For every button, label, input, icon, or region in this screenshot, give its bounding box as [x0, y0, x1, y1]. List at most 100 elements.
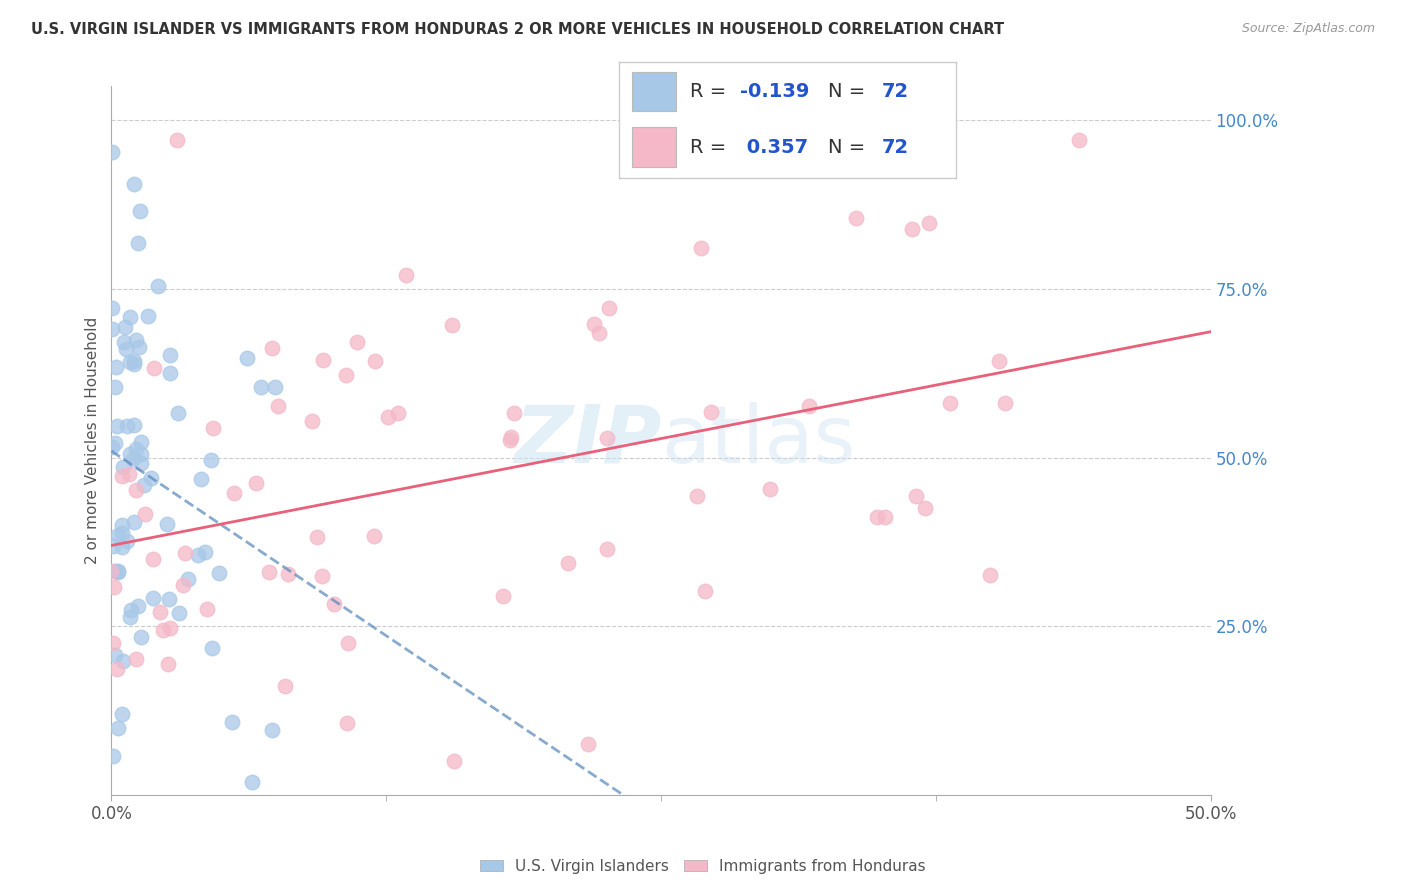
Point — [124, 177, 146, 191]
Text: R =: R = — [689, 137, 733, 157]
Point — [114, 320, 136, 334]
Point — [363, 529, 385, 543]
Point — [104, 648, 127, 662]
Point — [122, 451, 145, 466]
Point — [173, 546, 195, 560]
Point — [503, 406, 526, 420]
Point — [305, 530, 328, 544]
Point — [100, 440, 122, 454]
Point — [263, 380, 285, 394]
Point — [845, 211, 868, 226]
Point — [588, 326, 610, 340]
FancyBboxPatch shape — [633, 71, 676, 112]
Point — [499, 430, 522, 444]
Point — [117, 419, 139, 434]
Text: ZIP: ZIP — [513, 401, 661, 480]
Point — [323, 598, 346, 612]
Text: U.S. VIRGIN ISLANDER VS IMMIGRANTS FROM HONDURAS 2 OR MORE VEHICLES IN HOUSEHOLD: U.S. VIRGIN ISLANDER VS IMMIGRANTS FROM … — [31, 22, 1004, 37]
Point — [202, 421, 225, 435]
Point — [266, 399, 288, 413]
Point — [104, 380, 127, 394]
Point — [127, 235, 149, 250]
Point — [101, 145, 124, 159]
Point — [120, 610, 142, 624]
Point — [186, 548, 208, 562]
Point — [143, 361, 166, 376]
Point — [311, 569, 333, 583]
Point — [125, 652, 148, 666]
Point — [557, 556, 579, 570]
Point — [576, 737, 599, 751]
Point — [122, 515, 145, 529]
Point — [700, 405, 723, 419]
Point — [136, 309, 159, 323]
Legend: U.S. Virgin Islanders, Immigrants from Honduras: U.S. Virgin Islanders, Immigrants from H… — [474, 853, 932, 880]
Point — [443, 754, 465, 768]
Point — [177, 572, 200, 586]
Point — [200, 453, 222, 467]
Point — [492, 589, 515, 603]
Point — [758, 482, 780, 496]
Point — [695, 583, 717, 598]
Point — [336, 716, 359, 731]
Point — [598, 301, 620, 315]
Point — [129, 631, 152, 645]
Point — [195, 601, 218, 615]
Point — [107, 528, 129, 542]
Point — [690, 241, 713, 255]
Point — [387, 406, 409, 420]
Text: N =: N = — [828, 82, 872, 101]
Point — [336, 636, 359, 650]
Text: Source: ZipAtlas.com: Source: ZipAtlas.com — [1241, 22, 1375, 36]
Point — [245, 476, 267, 491]
Point — [124, 333, 146, 347]
Point — [152, 624, 174, 638]
Point — [686, 489, 709, 503]
Point — [364, 354, 387, 368]
Point — [207, 566, 229, 580]
Point — [149, 605, 172, 619]
Point — [938, 396, 960, 410]
Text: R =: R = — [689, 82, 733, 101]
Point — [377, 409, 399, 424]
Point — [260, 723, 283, 737]
Point — [277, 567, 299, 582]
Point — [156, 657, 179, 671]
Point — [335, 368, 357, 383]
Point — [117, 533, 139, 548]
Point — [235, 351, 257, 366]
Point — [142, 552, 165, 566]
Point — [904, 489, 927, 503]
Point — [918, 216, 941, 230]
Text: -0.139: -0.139 — [740, 82, 810, 101]
Point — [129, 456, 152, 470]
Point — [274, 680, 297, 694]
Point — [595, 431, 617, 445]
Point — [260, 341, 283, 355]
Text: 0.357: 0.357 — [740, 137, 808, 157]
Point — [166, 133, 188, 147]
Point — [146, 279, 169, 293]
Text: 72: 72 — [882, 82, 908, 101]
Point — [1067, 133, 1090, 147]
Y-axis label: 2 or more Vehicles in Household: 2 or more Vehicles in Household — [86, 317, 100, 565]
Point — [111, 526, 134, 541]
Point — [799, 399, 821, 413]
Point — [120, 602, 142, 616]
FancyBboxPatch shape — [633, 128, 676, 167]
Point — [134, 507, 156, 521]
Text: 72: 72 — [882, 137, 908, 157]
Point — [159, 367, 181, 381]
Point — [124, 417, 146, 432]
Point — [125, 483, 148, 497]
Point — [122, 354, 145, 368]
Point — [115, 342, 138, 356]
Point — [107, 721, 129, 735]
Point — [901, 222, 924, 236]
Point — [101, 322, 124, 336]
Point — [127, 599, 149, 613]
Point — [172, 577, 194, 591]
Point — [118, 447, 141, 461]
Point — [105, 662, 128, 676]
Point — [105, 418, 128, 433]
